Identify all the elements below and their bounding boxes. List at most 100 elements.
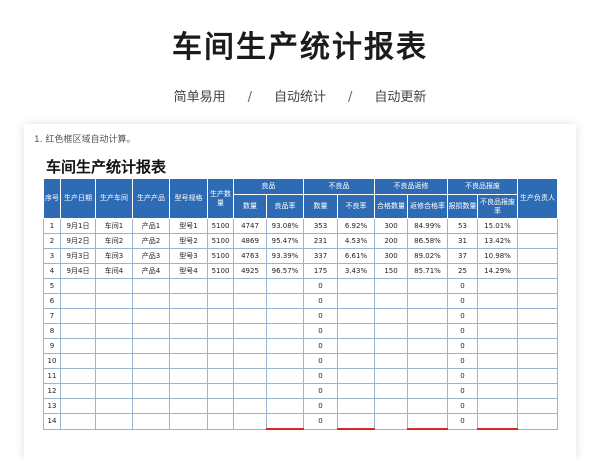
cell-good-qty[interactable]	[233, 293, 267, 309]
cell-rework-rate[interactable]	[407, 398, 448, 414]
cell-good-rate[interactable]	[266, 293, 304, 309]
cell-date[interactable]	[60, 338, 96, 354]
cell-model[interactable]	[169, 383, 208, 399]
cell-model[interactable]	[169, 338, 208, 354]
cell-seq[interactable]: 6	[43, 293, 61, 309]
cell-scrap-qty[interactable]: 0	[447, 368, 478, 384]
cell-date[interactable]	[60, 308, 96, 324]
cell-bad-qty[interactable]: 0	[303, 383, 338, 399]
cell-good-rate[interactable]: 93.08%	[266, 218, 304, 234]
cell-scrap-rate[interactable]	[477, 293, 518, 309]
cell-rework-rate[interactable]	[407, 338, 448, 354]
cell-manager[interactable]	[517, 338, 558, 354]
cell-good-qty[interactable]: 4747	[233, 218, 267, 234]
cell-scrap-rate[interactable]	[477, 383, 518, 399]
cell-scrap-rate[interactable]	[477, 308, 518, 324]
cell-rework-qty[interactable]	[374, 338, 408, 354]
cell-seq[interactable]: 5	[43, 278, 61, 294]
cell-rework-rate[interactable]	[407, 383, 448, 399]
cell-scrap-rate[interactable]: 13.42%	[477, 233, 518, 249]
cell-bad-rate[interactable]	[337, 308, 375, 324]
cell-scrap-rate[interactable]: 15.01%	[477, 218, 518, 234]
cell-good-rate[interactable]: 95.47%	[266, 233, 304, 249]
cell-qty[interactable]: 5100	[207, 218, 234, 234]
cell-seq[interactable]: 2	[43, 233, 61, 249]
cell-rework-qty[interactable]	[374, 368, 408, 384]
cell-date[interactable]: 9月4日	[60, 263, 96, 279]
cell-model[interactable]: 型号2	[169, 233, 208, 249]
cell-scrap-qty[interactable]: 0	[447, 338, 478, 354]
cell-scrap-rate[interactable]	[477, 368, 518, 384]
cell-scrap-rate[interactable]: 14.29%	[477, 263, 518, 279]
cell-product[interactable]	[132, 323, 170, 339]
cell-product[interactable]	[132, 353, 170, 369]
cell-product[interactable]	[132, 383, 170, 399]
cell-manager[interactable]	[517, 368, 558, 384]
cell-scrap-rate[interactable]: 10.98%	[477, 248, 518, 264]
cell-scrap-rate[interactable]	[477, 353, 518, 369]
cell-good-qty[interactable]	[233, 308, 267, 324]
cell-rework-qty[interactable]	[374, 383, 408, 399]
cell-scrap-qty[interactable]: 31	[447, 233, 478, 249]
cell-seq[interactable]: 10	[43, 353, 61, 369]
cell-seq[interactable]: 4	[43, 263, 61, 279]
cell-date[interactable]: 9月1日	[60, 218, 96, 234]
cell-bad-qty[interactable]: 0	[303, 308, 338, 324]
cell-bad-rate[interactable]	[337, 398, 375, 414]
cell-rework-qty[interactable]	[374, 323, 408, 339]
cell-workshop[interactable]: 车间3	[95, 248, 133, 264]
cell-date[interactable]	[60, 368, 96, 384]
cell-scrap-qty[interactable]: 0	[447, 293, 478, 309]
cell-date[interactable]	[60, 293, 96, 309]
cell-model[interactable]	[169, 368, 208, 384]
cell-product[interactable]: 产品3	[132, 248, 170, 264]
cell-good-qty[interactable]	[233, 368, 267, 384]
cell-bad-rate[interactable]	[337, 323, 375, 339]
cell-model[interactable]	[169, 353, 208, 369]
cell-date[interactable]: 9月2日	[60, 233, 96, 249]
cell-bad-rate[interactable]	[337, 353, 375, 369]
cell-bad-qty[interactable]: 0	[303, 353, 338, 369]
cell-product[interactable]	[132, 278, 170, 294]
cell-qty[interactable]	[207, 368, 234, 384]
cell-date[interactable]: 9月3日	[60, 248, 96, 264]
cell-seq[interactable]: 3	[43, 248, 61, 264]
cell-seq[interactable]: 13	[43, 398, 61, 414]
cell-scrap-qty[interactable]: 0	[447, 398, 478, 414]
cell-workshop[interactable]	[95, 368, 133, 384]
cell-good-rate[interactable]	[266, 278, 304, 294]
cell-qty[interactable]	[207, 398, 234, 414]
cell-bad-rate[interactable]	[337, 383, 375, 399]
cell-bad-rate[interactable]: 3.43%	[337, 263, 375, 279]
cell-bad-rate[interactable]: 6.61%	[337, 248, 375, 264]
cell-model[interactable]	[169, 323, 208, 339]
cell-rework-qty[interactable]	[374, 293, 408, 309]
cell-qty[interactable]	[207, 353, 234, 369]
cell-qty[interactable]	[207, 278, 234, 294]
cell-scrap-rate[interactable]	[477, 278, 518, 294]
cell-product[interactable]	[132, 413, 170, 430]
cell-good-qty[interactable]	[233, 398, 267, 414]
cell-good-qty[interactable]: 4763	[233, 248, 267, 264]
cell-good-qty[interactable]	[233, 353, 267, 369]
cell-workshop[interactable]	[95, 293, 133, 309]
cell-rework-qty[interactable]: 300	[374, 248, 408, 264]
cell-date[interactable]	[60, 383, 96, 399]
cell-bad-qty[interactable]: 175	[303, 263, 338, 279]
cell-bad-qty[interactable]: 0	[303, 398, 338, 414]
cell-workshop[interactable]: 车间4	[95, 263, 133, 279]
cell-manager[interactable]	[517, 308, 558, 324]
cell-product[interactable]: 产品1	[132, 218, 170, 234]
cell-model[interactable]: 型号4	[169, 263, 208, 279]
cell-workshop[interactable]	[95, 353, 133, 369]
cell-rework-qty[interactable]	[374, 353, 408, 369]
cell-scrap-rate[interactable]	[477, 323, 518, 339]
cell-workshop[interactable]	[95, 308, 133, 324]
cell-good-qty[interactable]	[233, 278, 267, 294]
cell-bad-rate[interactable]	[337, 293, 375, 309]
cell-rework-rate[interactable]	[407, 413, 448, 430]
cell-model[interactable]: 型号1	[169, 218, 208, 234]
cell-bad-rate[interactable]: 6.92%	[337, 218, 375, 234]
cell-model[interactable]	[169, 413, 208, 430]
cell-date[interactable]	[60, 353, 96, 369]
